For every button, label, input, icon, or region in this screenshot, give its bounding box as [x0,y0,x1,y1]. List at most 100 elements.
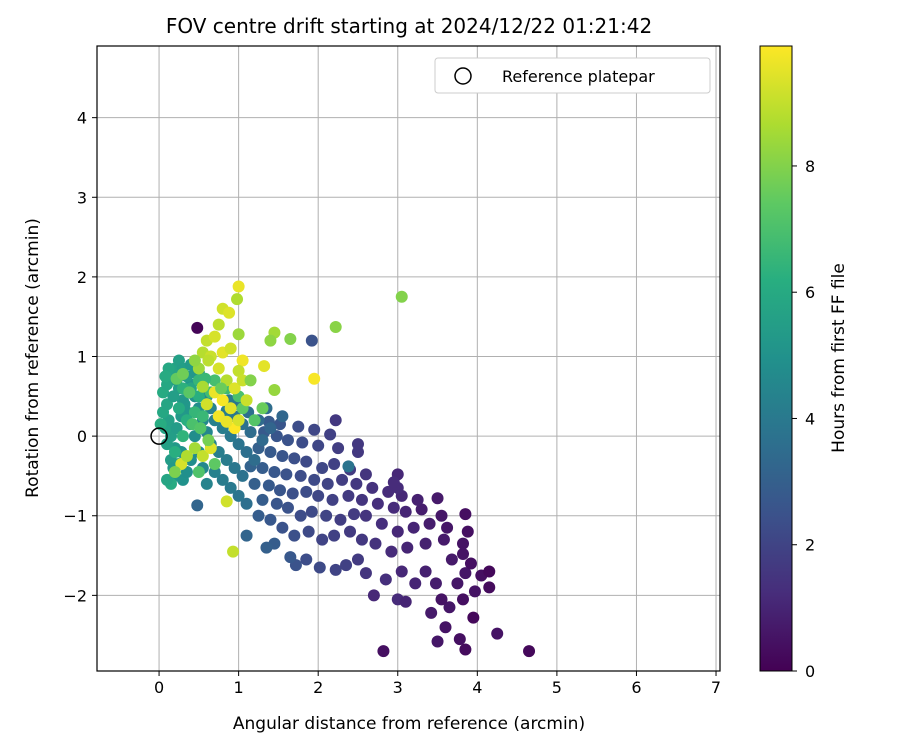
data-point [224,402,237,415]
data-point [369,537,382,550]
data-point [191,499,204,512]
data-point [431,492,444,505]
data-point [202,434,215,447]
data-point [180,450,193,463]
data-point [461,525,474,538]
data-point [288,529,301,542]
data-point [316,461,329,474]
data-point [399,595,412,608]
y-tick-label: 1 [77,348,87,367]
data-point [359,567,372,580]
x-tick-label: 6 [631,678,641,697]
y-axis-ticks: −2 −1 0 1 2 3 4 [63,109,97,605]
data-point [437,533,450,546]
data-point [453,633,466,646]
data-point [308,372,321,385]
data-point [252,509,265,522]
data-point [276,450,289,463]
data-point [305,505,318,518]
data-point [224,342,237,355]
data-point [220,495,233,508]
data-point [329,414,342,427]
data-point [375,517,388,530]
data-point [425,606,438,619]
data-point [248,454,261,467]
x-tick-label: 2 [313,678,323,697]
data-point [395,565,408,578]
data-point [468,585,481,598]
data-point [264,334,277,347]
data-point [208,457,221,470]
data-point [419,537,432,550]
x-tick-label: 5 [552,678,562,697]
data-point [300,455,313,468]
data-point [439,621,452,634]
data-point [344,525,357,538]
data-point [379,573,392,586]
colorbar-tick-label: 8 [805,157,815,176]
data-point [248,414,261,427]
data-point [423,517,436,530]
data-point [236,354,249,367]
data-point [196,450,209,463]
y-tick-label: 2 [77,268,87,287]
data-point [200,398,213,411]
data-point [332,442,345,455]
data-point [192,465,205,478]
data-point [240,529,253,542]
data-point [407,521,420,534]
y-tick-label: 4 [77,109,87,128]
data-point [387,501,400,514]
colorbar-gradient [759,45,793,672]
data-point [183,386,196,399]
x-tick-label: 3 [393,678,403,697]
data-point [202,354,215,367]
data-point [194,422,207,435]
data-point [385,545,398,558]
data-point [256,493,269,506]
data-point [292,420,305,433]
legend-marker [454,67,472,85]
legend-box [434,57,711,94]
data-point [399,505,412,518]
legend: Reference platepar [434,57,711,94]
data-point [258,360,271,373]
data-point [329,321,342,334]
data-point [244,426,257,439]
data-point [264,422,277,435]
data-point [270,497,283,510]
data-point [240,446,253,459]
data-point [395,290,408,303]
data-point [457,593,470,606]
data-point [431,635,444,648]
data-point [308,423,321,436]
data-point [284,332,297,345]
data-point [294,469,307,482]
x-tick-label: 4 [472,678,482,697]
data-point [296,436,309,449]
data-point [459,508,472,521]
data-point [256,434,269,447]
data-point [459,567,472,580]
data-point [340,559,353,572]
data-point [232,280,245,293]
data-point [387,476,400,489]
x-tick-label: 0 [154,678,164,697]
data-point [359,509,372,522]
y-tick-label: 3 [77,188,87,207]
data-point [224,481,237,494]
data-point [240,394,253,407]
data-point [305,334,318,347]
data-point [212,318,225,331]
plot-frame [96,45,721,672]
data-point [248,477,261,490]
data-point [268,383,281,396]
data-point [168,465,181,478]
data-point [260,541,273,554]
data-point [232,364,245,377]
data-point [382,485,395,498]
data-point [232,438,245,451]
data-point [351,553,364,566]
data-point [464,557,477,570]
data-point [491,627,504,640]
